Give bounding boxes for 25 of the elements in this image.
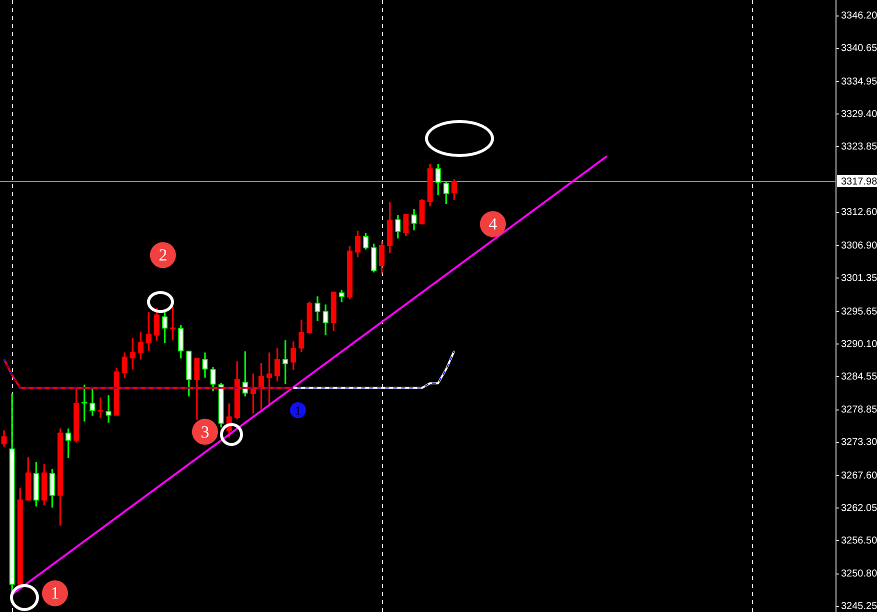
y-tick-label: 3346.20 xyxy=(841,10,877,22)
y-tick-label: 3284.55 xyxy=(841,371,877,382)
y-tick-label: 3312.60 xyxy=(841,207,877,218)
y-tick-label: 3262.05 xyxy=(841,502,877,514)
annotation: 1 xyxy=(50,584,60,603)
annotation: 4 xyxy=(488,214,498,234)
candlestick xyxy=(106,395,112,423)
y-tick-label: 3334.95 xyxy=(841,76,877,88)
y-tick-label: 3329.40 xyxy=(841,108,877,120)
y-tick-label: 3295.65 xyxy=(841,306,877,318)
annotation: 3 xyxy=(200,422,210,442)
y-tick-label: 3273.30 xyxy=(841,437,877,448)
y-tick-label: 3290.10 xyxy=(841,338,877,350)
y-tick-label: 3340.65 xyxy=(841,43,877,54)
ref-line-label: 3317.98 xyxy=(841,176,877,188)
y-tick-label: 3256.50 xyxy=(841,535,877,546)
y-tick-label: 3278.85 xyxy=(841,404,877,416)
y-tick-label: 3245.25 xyxy=(841,601,877,612)
y-tick-label: 3267.60 xyxy=(841,470,877,482)
y-tick-label: 3301.35 xyxy=(841,272,877,284)
annotation: 2 xyxy=(158,246,168,265)
y-tick-label: 3323.85 xyxy=(841,141,877,152)
y-tick-label: 3306.90 xyxy=(841,240,877,252)
annotation: 1 xyxy=(294,403,301,418)
y-tick-label: 3250.80 xyxy=(841,568,877,580)
